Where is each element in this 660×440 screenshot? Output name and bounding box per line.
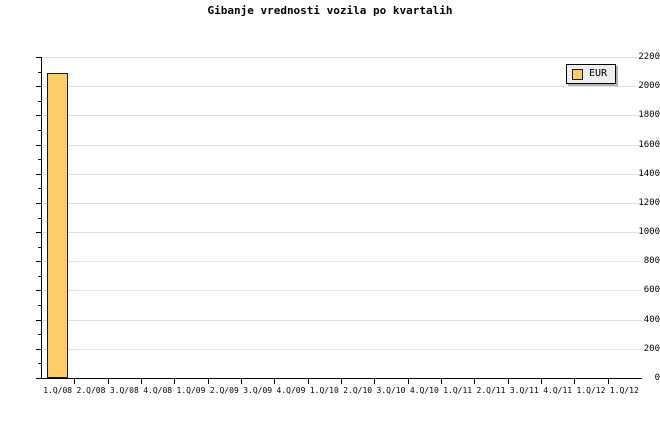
y-tick-minor-1300 (38, 188, 41, 189)
x-tick-2 (141, 379, 142, 384)
gridline-200 (41, 349, 641, 350)
y-axis-label-0: 0 (654, 373, 660, 383)
y-tick-minor-1900 (38, 101, 41, 102)
gridline-1000 (41, 232, 641, 233)
x-axis-label-15: 4.Q/11 (543, 386, 573, 395)
x-tick-6 (274, 379, 275, 384)
plot-area (41, 57, 641, 379)
x-tick-4 (208, 379, 209, 384)
y-tick-major-0 (36, 378, 41, 379)
x-tick-12 (474, 379, 475, 384)
y-axis-line (41, 57, 42, 379)
x-axis-label-11: 4.Q/10 (409, 386, 439, 395)
y-axis-label-800: 800 (643, 256, 660, 266)
x-axis-label-6: 3.Q/09 (243, 386, 273, 395)
bar-1.Q/08[interactable] (47, 73, 68, 378)
x-tick-8 (341, 379, 342, 384)
y-axis-label-1400: 1400 (638, 169, 660, 179)
x-axis-label-5: 2.Q/09 (209, 386, 239, 395)
y-tick-major-1800 (36, 115, 41, 116)
x-axis-label-9: 2.Q/10 (343, 386, 373, 395)
x-axis-label-3: 4.Q/08 (143, 386, 173, 395)
x-axis-label-7: 4.Q/09 (276, 386, 306, 395)
gridline-1200 (41, 203, 641, 204)
y-tick-major-800 (36, 261, 41, 262)
y-axis-label-200: 200 (643, 344, 660, 354)
y-tick-minor-1100 (38, 218, 41, 219)
x-axis-label-14: 3.Q/11 (509, 386, 539, 395)
x-axis-label-13: 2.Q/11 (476, 386, 506, 395)
y-tick-minor-300 (38, 334, 41, 335)
x-tick-15 (574, 379, 575, 384)
x-tick-11 (441, 379, 442, 384)
x-tick-13 (508, 379, 509, 384)
x-axis-label-8: 1.Q/10 (309, 386, 339, 395)
x-tick-16 (608, 379, 609, 384)
chart-title: Gibanje vrednosti vozila po kvartalih (207, 4, 453, 17)
legend-label-eur: EUR (589, 68, 608, 79)
y-tick-minor-1500 (38, 159, 41, 160)
x-tick-10 (408, 379, 409, 384)
x-tick-14 (541, 379, 542, 384)
x-tick-1 (108, 379, 109, 384)
legend-swatch-eur (572, 68, 583, 80)
x-tick-9 (374, 379, 375, 384)
y-tick-major-1200 (36, 203, 41, 204)
y-tick-minor-100 (38, 363, 41, 364)
gridline-600 (41, 290, 641, 291)
x-axis-label-2: 3.Q/08 (109, 386, 139, 395)
gridline-1800 (41, 115, 641, 116)
y-axis-label-2000: 2000 (638, 81, 660, 91)
y-tick-major-2200 (36, 57, 41, 58)
y-axis-label-1600: 1600 (638, 140, 660, 150)
y-axis-label-1800: 1800 (638, 110, 660, 120)
y-axis-label-1200: 1200 (638, 198, 660, 208)
x-axis-label-4: 1.Q/09 (176, 386, 206, 395)
y-tick-major-1000 (36, 232, 41, 233)
chart-legend[interactable]: EUR (566, 64, 617, 84)
gridline-2000 (41, 86, 641, 87)
x-tick-0 (74, 379, 75, 384)
y-axis-label-400: 400 (643, 315, 660, 325)
x-axis-label-1: 2.Q/08 (76, 386, 106, 395)
y-tick-major-2000 (36, 86, 41, 87)
gridline-2200 (41, 57, 641, 58)
gridline-800 (41, 261, 641, 262)
y-tick-minor-2100 (38, 72, 41, 73)
y-axis-label-1000: 1000 (638, 227, 660, 237)
y-tick-major-600 (36, 290, 41, 291)
y-tick-minor-1700 (38, 130, 41, 131)
y-tick-minor-700 (38, 276, 41, 277)
y-tick-major-1600 (36, 145, 41, 146)
y-tick-major-200 (36, 349, 41, 350)
gridline-1400 (41, 174, 641, 175)
y-tick-minor-900 (38, 247, 41, 248)
x-tick-5 (241, 379, 242, 384)
x-axis-label-17: 1.Q/12 (609, 386, 639, 395)
x-tick-3 (174, 379, 175, 384)
x-axis-label-16: 1.Q/12 (576, 386, 606, 395)
gridline-1600 (41, 145, 641, 146)
y-tick-major-400 (36, 320, 41, 321)
y-axis-label-600: 600 (643, 285, 660, 295)
x-axis-label-12: 1.Q/11 (443, 386, 473, 395)
x-axis-line (41, 378, 642, 379)
y-axis-label-2200: 2200 (638, 52, 660, 62)
y-tick-major-1400 (36, 174, 41, 175)
x-axis-label-10: 3.Q/10 (376, 386, 406, 395)
gridline-400 (41, 320, 641, 321)
y-tick-minor-500 (38, 305, 41, 306)
x-tick-7 (308, 379, 309, 384)
x-axis-label-0: 1.Q/08 (43, 386, 73, 395)
